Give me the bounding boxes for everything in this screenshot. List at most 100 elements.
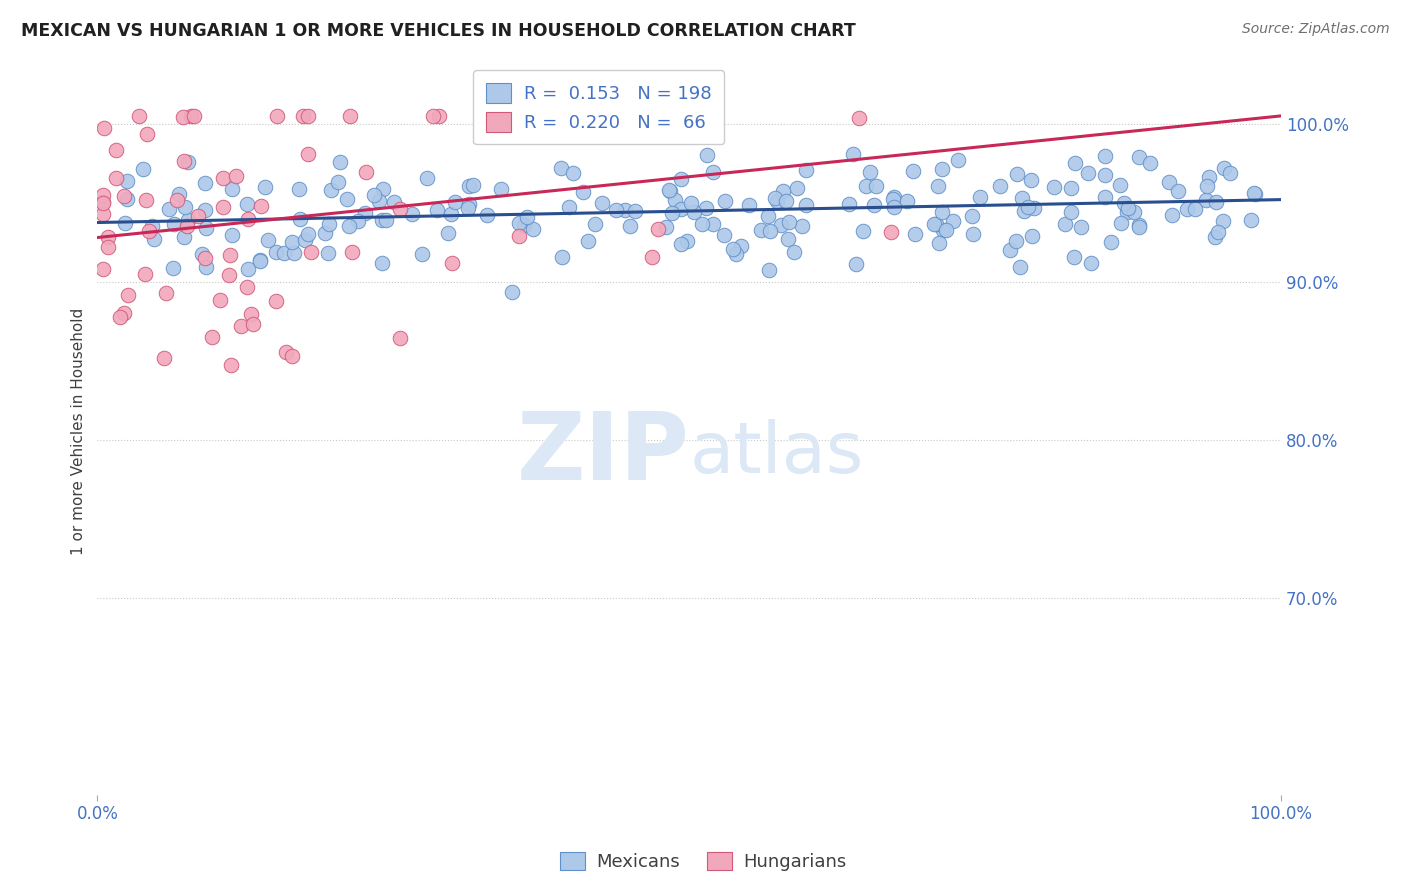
Y-axis label: 1 or more Vehicles in Household: 1 or more Vehicles in Household: [72, 308, 86, 556]
Point: [561, 128, 583, 143]
Point: [264, 245, 287, 260]
Point: [696, 148, 718, 162]
Point: [508, 229, 530, 244]
Point: [738, 198, 761, 212]
Point: [516, 210, 538, 224]
Point: [437, 226, 460, 240]
Point: [135, 193, 157, 207]
Point: [91, 262, 114, 277]
Point: [97, 240, 120, 254]
Point: [1157, 175, 1180, 189]
Point: [1021, 229, 1043, 244]
Point: [440, 207, 463, 221]
Point: [105, 171, 128, 186]
Point: [641, 250, 664, 264]
Point: [591, 196, 613, 211]
Point: [475, 208, 498, 222]
Point: [240, 307, 263, 321]
Point: [766, 194, 789, 208]
Point: [1109, 216, 1132, 230]
Point: [427, 109, 450, 123]
Point: [200, 330, 222, 344]
Point: [1053, 218, 1076, 232]
Point: [292, 109, 315, 123]
Point: [683, 205, 706, 219]
Point: [896, 194, 918, 208]
Point: [1128, 150, 1150, 164]
Point: [845, 257, 868, 271]
Point: [655, 219, 678, 234]
Point: [695, 202, 717, 216]
Point: [624, 204, 647, 219]
Legend: R =  0.153   N = 198, R =  0.220   N =  66: R = 0.153 N = 198, R = 0.220 N = 66: [474, 70, 724, 145]
Point: [657, 109, 679, 123]
Point: [661, 206, 683, 220]
Point: [1070, 219, 1092, 234]
Point: [132, 162, 155, 177]
Point: [191, 247, 214, 261]
Point: [1042, 180, 1064, 194]
Point: [176, 219, 198, 234]
Point: [928, 235, 950, 250]
Point: [183, 109, 205, 123]
Point: [1108, 178, 1130, 192]
Point: [367, 194, 389, 208]
Text: ZIP: ZIP: [516, 408, 689, 500]
Point: [1123, 205, 1146, 219]
Point: [922, 217, 945, 231]
Point: [841, 147, 863, 161]
Point: [676, 234, 699, 248]
Point: [759, 224, 782, 238]
Point: [441, 256, 464, 270]
Point: [382, 194, 405, 209]
Point: [692, 217, 714, 231]
Point: [1094, 168, 1116, 182]
Point: [374, 213, 396, 227]
Point: [411, 247, 433, 261]
Point: [1060, 180, 1083, 194]
Point: [235, 197, 257, 211]
Point: [229, 319, 252, 334]
Point: [901, 163, 924, 178]
Point: [508, 216, 530, 230]
Point: [758, 263, 780, 277]
Point: [104, 143, 127, 157]
Point: [288, 182, 311, 196]
Point: [236, 212, 259, 227]
Point: [353, 206, 375, 220]
Point: [371, 212, 394, 227]
Point: [883, 190, 905, 204]
Point: [221, 227, 243, 242]
Point: [1204, 230, 1226, 244]
Point: [194, 203, 217, 218]
Point: [117, 192, 139, 206]
Text: atlas: atlas: [689, 419, 863, 488]
Point: [583, 217, 606, 231]
Point: [174, 200, 197, 214]
Point: [1160, 208, 1182, 222]
Point: [1000, 244, 1022, 258]
Point: [489, 182, 512, 196]
Point: [336, 192, 359, 206]
Point: [1005, 235, 1028, 249]
Point: [1208, 225, 1230, 239]
Point: [91, 207, 114, 221]
Point: [551, 250, 574, 264]
Point: [194, 176, 217, 190]
Point: [659, 185, 682, 199]
Point: [443, 194, 465, 209]
Point: [297, 147, 319, 161]
Point: [702, 217, 724, 231]
Point: [786, 181, 808, 195]
Point: [1167, 184, 1189, 198]
Point: [249, 252, 271, 267]
Point: [93, 121, 115, 136]
Point: [288, 212, 311, 227]
Point: [354, 164, 377, 178]
Point: [224, 169, 246, 184]
Point: [935, 222, 957, 236]
Point: [458, 178, 481, 193]
Point: [1128, 219, 1150, 234]
Point: [458, 196, 481, 211]
Point: [97, 229, 120, 244]
